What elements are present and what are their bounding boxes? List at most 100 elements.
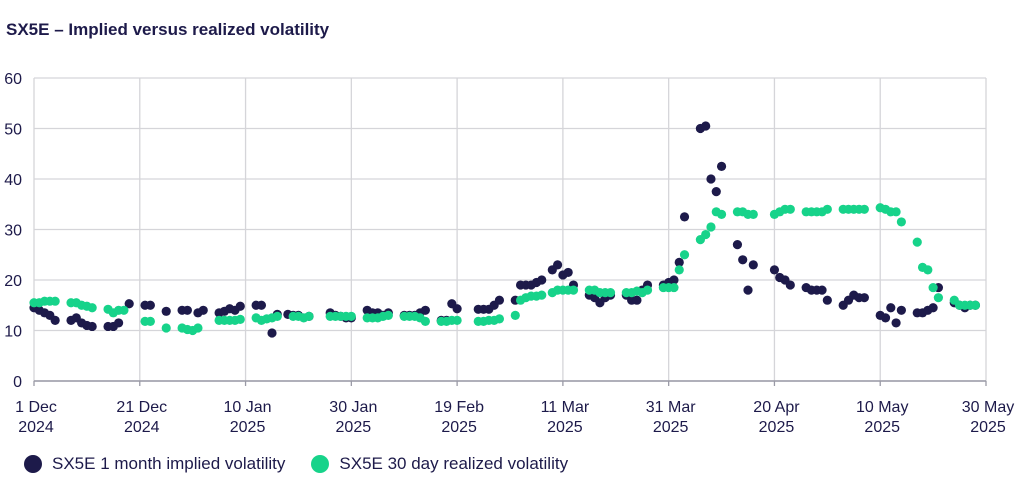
data-point xyxy=(161,323,171,333)
data-point xyxy=(272,311,282,321)
y-tick-label: 60 xyxy=(4,71,22,88)
data-point xyxy=(553,260,563,270)
data-point xyxy=(891,318,901,328)
data-point xyxy=(494,314,505,324)
x-tick-label: 10 May xyxy=(856,399,908,416)
chart-points xyxy=(29,121,981,338)
x-tick-label: 2025 xyxy=(970,419,1006,436)
x-tick-label: 2025 xyxy=(547,419,583,436)
legend-item-implied: SX5E 1 month implied volatility xyxy=(24,454,285,474)
data-point xyxy=(701,121,711,131)
y-tick-label: 20 xyxy=(4,273,22,290)
data-point xyxy=(923,265,933,275)
x-tick-label: 2025 xyxy=(864,419,900,436)
data-point xyxy=(632,295,642,305)
data-point xyxy=(605,288,616,298)
data-point xyxy=(119,305,129,315)
data-point xyxy=(716,209,727,219)
data-point xyxy=(452,304,462,314)
data-point xyxy=(304,311,314,321)
y-axis-ticks: 0 10 20 30 40 50 60 xyxy=(4,71,22,391)
legend-item-realized: SX5E 30 day realized volatility xyxy=(311,454,568,474)
legend-label-realized: SX5E 30 day realized volatility xyxy=(339,454,569,473)
data-point xyxy=(669,282,679,293)
data-point xyxy=(817,285,827,295)
data-point xyxy=(880,313,891,323)
x-tick-label: 19 Feb xyxy=(434,399,484,416)
data-point xyxy=(537,290,547,300)
data-point xyxy=(669,275,679,285)
data-point xyxy=(785,204,795,214)
data-point xyxy=(679,250,690,260)
x-tick-label: 20 Apr xyxy=(753,399,800,416)
x-axis-ticks: 1 Dec 2024 21 Dec 2024 10 Jan 2025 30 Jan 2025 1… xyxy=(15,399,1014,436)
data-point xyxy=(701,229,711,240)
data-point xyxy=(50,315,60,325)
data-point xyxy=(420,305,430,315)
data-point xyxy=(87,321,97,332)
y-tick-label: 50 xyxy=(4,122,22,139)
data-point xyxy=(859,204,869,214)
data-point xyxy=(896,217,906,227)
chart-legend: SX5E 1 month implied volatility SX5E 30 … xyxy=(24,454,594,474)
data-point xyxy=(891,207,901,217)
data-point xyxy=(124,299,134,309)
data-point xyxy=(50,296,60,306)
x-tick-label: 10 Jan xyxy=(224,399,272,416)
data-point xyxy=(235,301,245,311)
data-point xyxy=(933,293,944,303)
x-tick-label: 11 Mar xyxy=(541,399,590,416)
data-point xyxy=(928,282,938,293)
data-point xyxy=(114,318,124,328)
data-point xyxy=(748,209,758,219)
x-tick-label: 2025 xyxy=(759,419,795,436)
data-point xyxy=(198,305,208,315)
data-point xyxy=(822,204,832,214)
legend-label-implied: SX5E 1 month implied volatility xyxy=(52,454,286,473)
y-tick-label: 0 xyxy=(13,374,22,391)
data-point xyxy=(452,315,462,325)
data-point xyxy=(182,305,192,315)
data-point xyxy=(716,161,727,171)
chart-grid xyxy=(33,77,987,386)
x-tick-label: 31 Mar xyxy=(646,399,696,416)
legend-swatch-implied xyxy=(24,455,42,473)
data-point xyxy=(235,314,245,324)
data-point xyxy=(510,310,520,320)
data-point xyxy=(267,328,277,338)
x-tick-label: 2025 xyxy=(653,419,689,436)
data-point xyxy=(563,267,573,278)
data-point xyxy=(738,255,748,265)
data-point xyxy=(256,300,267,310)
data-point xyxy=(711,187,721,197)
x-tick-label: 2024 xyxy=(124,419,160,436)
data-point xyxy=(537,275,547,285)
data-point xyxy=(896,305,906,315)
legend-swatch-realized xyxy=(311,455,330,473)
data-point xyxy=(886,303,896,313)
data-point xyxy=(420,316,430,327)
data-point xyxy=(822,295,832,305)
data-point xyxy=(87,303,97,313)
data-point xyxy=(145,316,155,327)
data-point xyxy=(769,265,780,275)
data-point xyxy=(494,295,505,305)
data-point xyxy=(145,300,155,310)
y-tick-label: 30 xyxy=(4,223,22,240)
data-point xyxy=(193,323,203,333)
data-point xyxy=(785,280,795,290)
x-tick-label: 2025 xyxy=(441,419,477,436)
data-point xyxy=(346,311,356,321)
series-realized xyxy=(29,203,981,336)
x-tick-label: 2025 xyxy=(230,419,266,436)
data-point xyxy=(859,293,869,303)
data-point xyxy=(970,300,981,310)
data-point xyxy=(748,260,758,270)
data-point xyxy=(568,285,579,295)
data-point xyxy=(383,310,393,320)
data-point xyxy=(161,306,171,316)
series-implied xyxy=(29,121,981,338)
data-point xyxy=(674,265,684,275)
data-point xyxy=(674,257,684,267)
